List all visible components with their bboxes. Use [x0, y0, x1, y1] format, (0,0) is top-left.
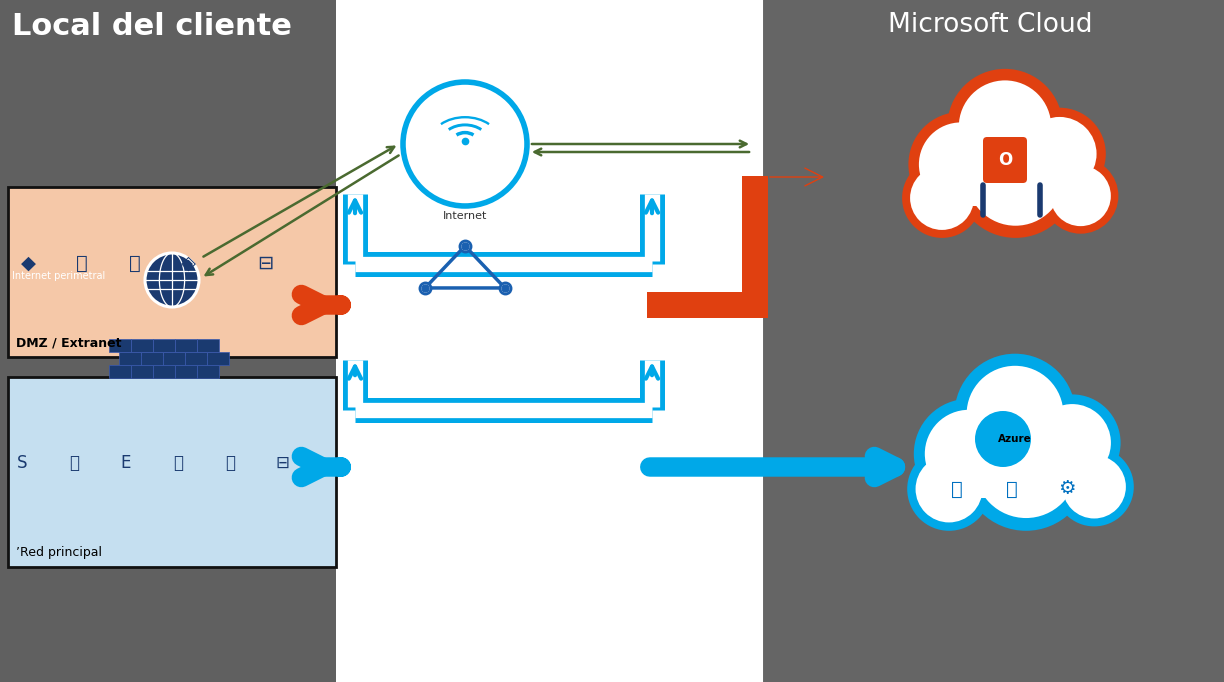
Text: 🌐: 🌐: [1006, 479, 1018, 499]
Text: 🔒: 🔒: [129, 254, 141, 273]
Circle shape: [967, 366, 1064, 462]
Circle shape: [958, 80, 1051, 173]
Text: Local del cliente: Local del cliente: [12, 12, 291, 41]
Text: E: E: [121, 454, 131, 471]
Circle shape: [1013, 108, 1105, 200]
FancyBboxPatch shape: [337, 0, 763, 682]
FancyBboxPatch shape: [185, 352, 207, 365]
Circle shape: [925, 410, 1012, 498]
FancyBboxPatch shape: [337, 0, 763, 682]
Circle shape: [919, 122, 1002, 207]
Circle shape: [1043, 158, 1119, 234]
Text: ⬛: ⬛: [951, 479, 963, 499]
Circle shape: [976, 416, 1077, 518]
Text: O: O: [998, 151, 1012, 169]
FancyBboxPatch shape: [9, 377, 337, 567]
FancyBboxPatch shape: [109, 365, 131, 378]
FancyBboxPatch shape: [197, 365, 219, 378]
FancyBboxPatch shape: [131, 339, 153, 352]
Text: 💻: 💻: [225, 454, 235, 471]
Text: Microsoft Cloud: Microsoft Cloud: [887, 12, 1092, 38]
FancyBboxPatch shape: [131, 365, 153, 378]
Text: ’Red principal: ’Red principal: [16, 546, 102, 559]
FancyBboxPatch shape: [742, 176, 767, 318]
Circle shape: [947, 69, 1062, 184]
FancyBboxPatch shape: [119, 352, 141, 365]
FancyBboxPatch shape: [9, 187, 337, 357]
Text: 🖥: 🖥: [69, 454, 80, 471]
Circle shape: [403, 82, 528, 206]
Text: Emparejamiento privado de Azure: Emparejamiento privado de Azure: [461, 425, 639, 435]
Circle shape: [916, 456, 983, 522]
Text: ⚙: ⚙: [1059, 479, 1076, 499]
FancyBboxPatch shape: [931, 173, 1091, 207]
Text: Internet: Internet: [443, 211, 487, 221]
Circle shape: [1033, 404, 1111, 481]
Text: ◆: ◆: [21, 254, 35, 273]
Text: Emparejamiento de Microsoft: Emparejamiento de Microsoft: [474, 315, 627, 325]
Circle shape: [1055, 447, 1133, 527]
Text: Internet perimetral: Internet perimetral: [12, 271, 105, 281]
Circle shape: [955, 116, 1076, 238]
Text: DMZ / Extranet: DMZ / Extranet: [16, 336, 121, 349]
FancyBboxPatch shape: [175, 365, 197, 378]
Text: ⊟: ⊟: [257, 254, 273, 273]
Text: 🖥: 🖥: [76, 254, 88, 273]
Circle shape: [1062, 455, 1126, 518]
Circle shape: [914, 399, 1023, 509]
Circle shape: [911, 166, 974, 230]
Text: 🌐: 🌐: [173, 454, 184, 471]
Circle shape: [1022, 117, 1097, 191]
Circle shape: [144, 253, 200, 307]
FancyBboxPatch shape: [109, 339, 131, 352]
FancyBboxPatch shape: [141, 352, 163, 365]
FancyBboxPatch shape: [163, 352, 185, 365]
FancyBboxPatch shape: [197, 339, 219, 352]
FancyBboxPatch shape: [153, 339, 175, 352]
FancyBboxPatch shape: [207, 352, 229, 365]
FancyBboxPatch shape: [647, 292, 765, 318]
Text: S: S: [17, 454, 27, 471]
Text: ⊟: ⊟: [275, 454, 289, 471]
FancyBboxPatch shape: [983, 137, 1027, 183]
Circle shape: [907, 447, 990, 531]
Circle shape: [902, 158, 982, 238]
Circle shape: [1050, 166, 1111, 226]
Circle shape: [908, 112, 1013, 217]
FancyBboxPatch shape: [763, 0, 1224, 682]
FancyBboxPatch shape: [153, 365, 175, 378]
Text: Azure: Azure: [998, 434, 1032, 444]
FancyBboxPatch shape: [938, 462, 1105, 498]
Circle shape: [976, 411, 1031, 467]
Circle shape: [962, 403, 1089, 531]
FancyBboxPatch shape: [175, 339, 197, 352]
Text: ◈: ◈: [180, 254, 196, 273]
Circle shape: [955, 354, 1076, 475]
Circle shape: [1023, 394, 1121, 491]
Circle shape: [967, 128, 1064, 226]
FancyBboxPatch shape: [0, 0, 763, 682]
